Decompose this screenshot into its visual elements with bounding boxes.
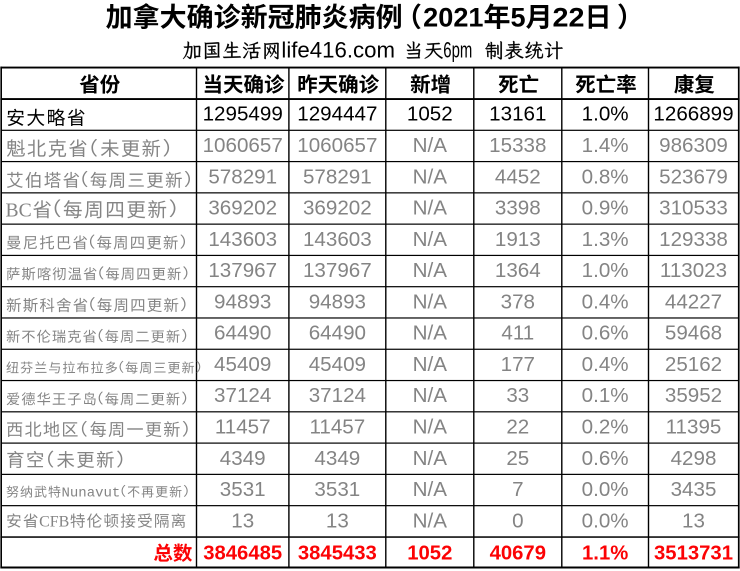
svg-text:0.6%: 0.6% xyxy=(582,322,629,345)
svg-text:59468: 59468 xyxy=(665,322,722,345)
svg-text:1052: 1052 xyxy=(407,103,453,126)
svg-text:4349: 4349 xyxy=(220,447,266,470)
svg-text:369202: 369202 xyxy=(303,197,372,220)
svg-text:1295499: 1295499 xyxy=(203,103,283,126)
svg-text:11457: 11457 xyxy=(215,416,271,439)
svg-text:N/A: N/A xyxy=(413,322,448,345)
svg-text:15338: 15338 xyxy=(489,134,546,157)
svg-text:5: 5 xyxy=(511,3,526,33)
svg-text:40679: 40679 xyxy=(490,542,546,564)
svg-text:N/A: N/A xyxy=(413,228,448,251)
svg-text:22: 22 xyxy=(506,416,529,439)
svg-text:310533: 310533 xyxy=(659,197,728,220)
svg-text:143603: 143603 xyxy=(208,228,277,251)
svg-text:N/A: N/A xyxy=(413,447,448,470)
svg-text:137967: 137967 xyxy=(208,259,277,282)
svg-text:11395: 11395 xyxy=(666,416,722,439)
svg-text:0.2%: 0.2% xyxy=(582,416,629,439)
svg-text:378: 378 xyxy=(501,290,535,313)
svg-text:523679: 523679 xyxy=(659,165,728,188)
svg-text:7: 7 xyxy=(512,478,523,501)
svg-text:1.0%: 1.0% xyxy=(582,103,629,126)
svg-text:37124: 37124 xyxy=(214,384,271,407)
svg-text:0.1%: 0.1% xyxy=(582,384,629,407)
svg-text:4452: 4452 xyxy=(495,165,541,188)
svg-text:94893: 94893 xyxy=(214,290,271,313)
svg-text:411: 411 xyxy=(501,322,534,345)
svg-text:13: 13 xyxy=(231,509,254,532)
svg-text:1.4%: 1.4% xyxy=(582,134,629,157)
svg-text:1.1%: 1.1% xyxy=(582,542,628,564)
svg-text:64490: 64490 xyxy=(309,322,366,345)
svg-text:11457: 11457 xyxy=(309,416,365,439)
svg-text:94893: 94893 xyxy=(309,290,366,313)
svg-text:3435: 3435 xyxy=(671,478,717,501)
svg-text:37124: 37124 xyxy=(309,384,366,407)
svg-text:3845433: 3845433 xyxy=(298,542,377,564)
svg-text:2021: 2021 xyxy=(423,3,483,33)
svg-text:143603: 143603 xyxy=(303,228,372,251)
svg-text:Nunavut: Nunavut xyxy=(62,486,121,502)
svg-text:4298: 4298 xyxy=(671,447,717,470)
svg-text:1266899: 1266899 xyxy=(653,103,733,126)
svg-text:N/A: N/A xyxy=(413,290,448,313)
svg-text:3513731: 3513731 xyxy=(654,542,733,564)
svg-text:6pm: 6pm xyxy=(443,37,472,62)
svg-text:3846485: 3846485 xyxy=(203,542,282,564)
svg-text:N/A: N/A xyxy=(413,197,448,220)
svg-text:1294447: 1294447 xyxy=(297,103,377,126)
svg-text:1.3%: 1.3% xyxy=(582,228,629,251)
svg-text:0.4%: 0.4% xyxy=(582,353,629,376)
svg-text:44227: 44227 xyxy=(665,290,722,313)
svg-text:13161: 13161 xyxy=(489,103,546,126)
svg-text:369202: 369202 xyxy=(208,197,277,220)
svg-text:35952: 35952 xyxy=(665,384,722,407)
svg-text:113023: 113023 xyxy=(660,259,727,282)
svg-text:177: 177 xyxy=(501,353,535,376)
svg-text:3398: 3398 xyxy=(495,197,541,220)
svg-text:33: 33 xyxy=(506,384,529,407)
svg-text:1913: 1913 xyxy=(495,228,541,251)
svg-text:N/A: N/A xyxy=(413,353,448,376)
svg-text:1060657: 1060657 xyxy=(297,134,377,157)
svg-text:0.9%: 0.9% xyxy=(582,197,629,220)
svg-text:N/A: N/A xyxy=(413,416,448,439)
svg-text:22: 22 xyxy=(553,3,585,33)
svg-text:CFB: CFB xyxy=(39,514,69,531)
svg-text:3531: 3531 xyxy=(314,478,360,501)
svg-text:N/A: N/A xyxy=(413,165,448,188)
svg-text:N/A: N/A xyxy=(413,509,448,532)
svg-text:986309: 986309 xyxy=(659,134,728,157)
svg-text:45409: 45409 xyxy=(214,353,271,376)
svg-text:0.6%: 0.6% xyxy=(582,447,629,470)
svg-text:0: 0 xyxy=(512,509,523,532)
svg-text:578291: 578291 xyxy=(208,165,277,188)
svg-text:N/A: N/A xyxy=(413,259,448,282)
svg-text:137967: 137967 xyxy=(303,259,372,282)
svg-text:578291: 578291 xyxy=(303,165,372,188)
svg-text:25: 25 xyxy=(506,447,529,470)
svg-text:129338: 129338 xyxy=(659,228,728,251)
svg-text:N/A: N/A xyxy=(413,384,448,407)
svg-text:1060657: 1060657 xyxy=(203,134,283,157)
svg-text:N/A: N/A xyxy=(413,478,448,501)
svg-text:0.8%: 0.8% xyxy=(582,165,629,188)
svg-text:64490: 64490 xyxy=(214,322,271,345)
svg-text:25162: 25162 xyxy=(665,353,722,376)
svg-text:0.0%: 0.0% xyxy=(582,509,629,532)
svg-text:13: 13 xyxy=(326,509,349,532)
svg-text:0.0%: 0.0% xyxy=(582,478,629,501)
svg-text:45409: 45409 xyxy=(309,353,366,376)
svg-text:13: 13 xyxy=(682,509,705,532)
svg-text:3531: 3531 xyxy=(220,478,266,501)
svg-text:1052: 1052 xyxy=(407,542,452,564)
svg-text:0.4%: 0.4% xyxy=(582,290,629,313)
svg-text:N/A: N/A xyxy=(413,134,448,157)
svg-text:life416.com: life416.com xyxy=(281,37,395,62)
svg-text:1364: 1364 xyxy=(495,259,541,282)
svg-text:BC: BC xyxy=(6,201,32,222)
svg-text:4349: 4349 xyxy=(314,447,360,470)
svg-text:1.0%: 1.0% xyxy=(582,259,629,282)
